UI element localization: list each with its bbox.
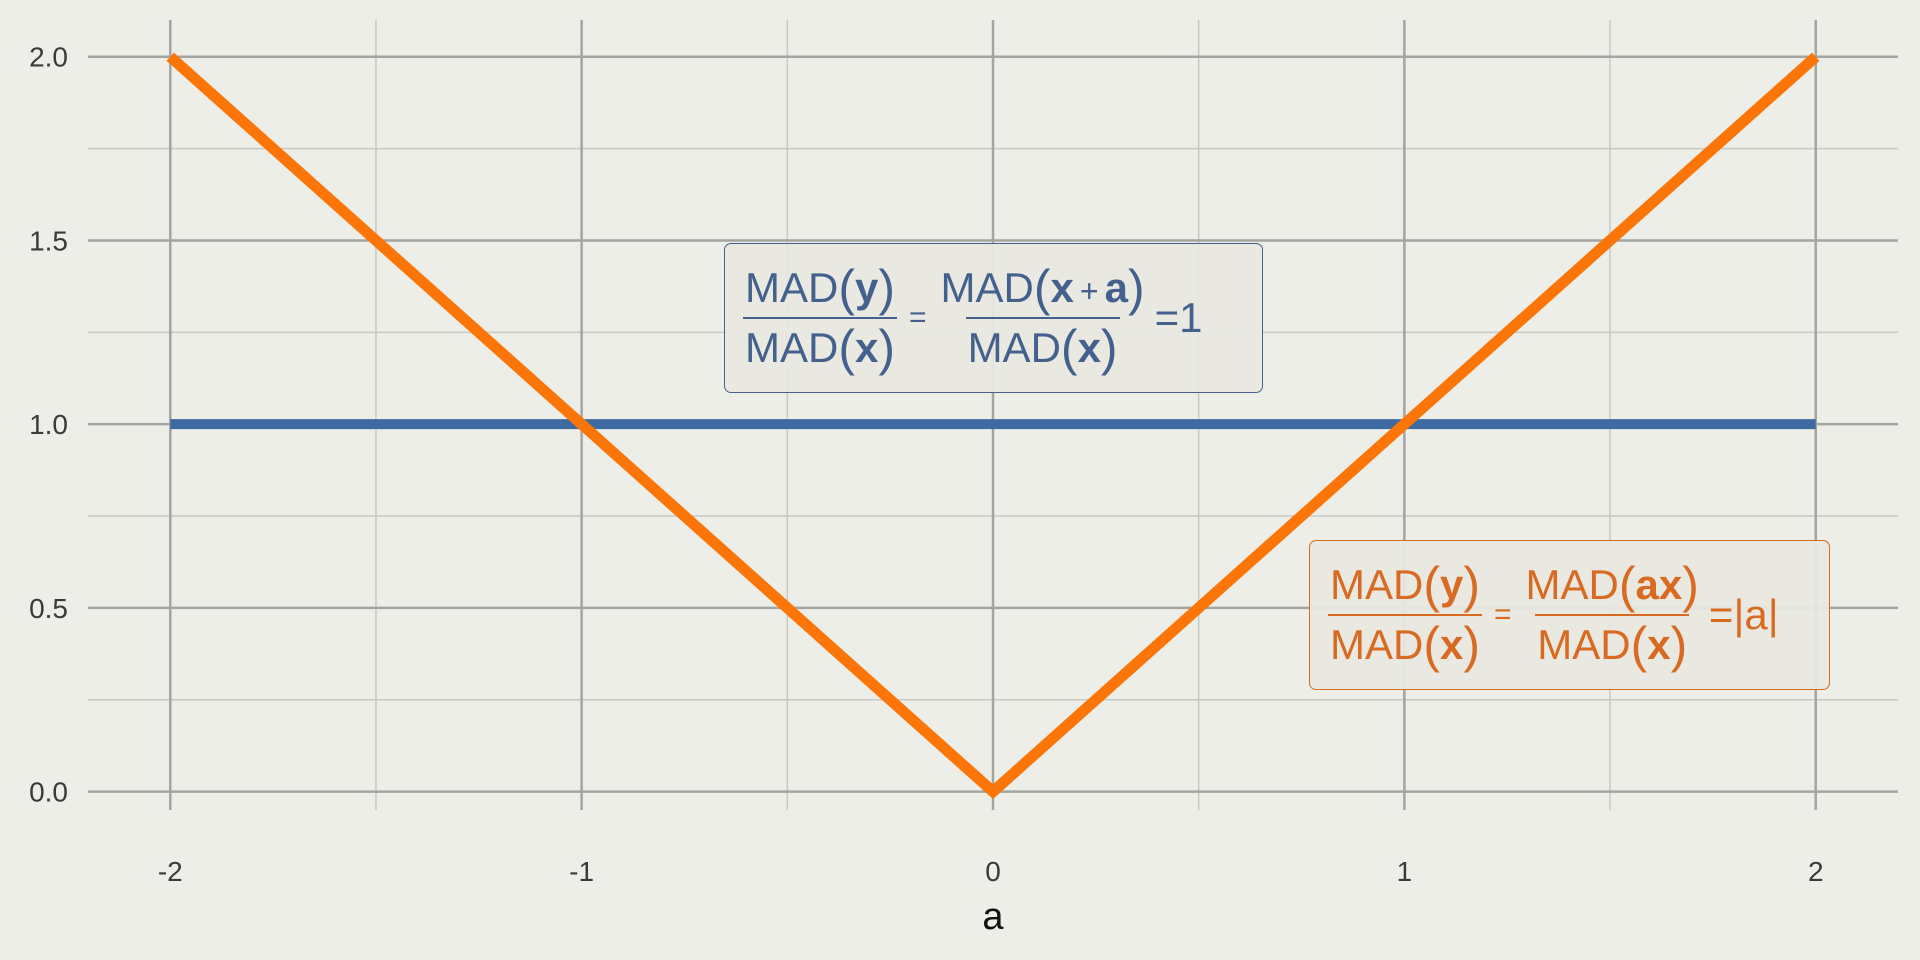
mad-label: MAD — [745, 324, 839, 371]
fraction-denominator: MAD(x) — [1535, 614, 1690, 670]
y-tick-label: 2.0 — [29, 42, 68, 73]
plus-sign: + — [1079, 273, 1099, 309]
x-tick-label: -2 — [158, 856, 183, 887]
mad-label: MAD — [1330, 621, 1424, 668]
annotation-scaling: MAD(y) MAD(x) = MAD(ax) MAD(x) =|a| — [1309, 540, 1830, 690]
tick-labels: -2 -1 0 1 2 0.0 0.5 1.0 1.5 2.0 — [29, 42, 1823, 887]
y-tick-label: 0.0 — [29, 777, 68, 808]
x-tick-label: 0 — [985, 856, 1001, 887]
mad-label: MAD — [940, 264, 1034, 311]
fraction-denominator: MAD(x) — [743, 317, 898, 373]
variable-ax: ax — [1635, 561, 1683, 608]
variable-x: x — [1050, 264, 1074, 311]
series-layer — [166, 52, 1820, 800]
fraction-left: MAD(y) MAD(x) — [743, 260, 898, 373]
fraction-right: MAD(ax) MAD(x) — [1524, 560, 1701, 670]
fraction-numerator: MAD(y) — [745, 260, 896, 316]
variable-x: x — [855, 324, 879, 371]
fraction-left: MAD(y) MAD(x) — [1328, 557, 1483, 670]
fraction-numerator: MAD(y) — [1330, 557, 1481, 613]
mad-label: MAD — [1537, 621, 1631, 668]
variable-x: x — [1647, 621, 1671, 668]
fraction-denominator: MAD(x) — [1328, 614, 1483, 670]
x-tick-label: 2 — [1808, 856, 1824, 887]
mad-label: MAD — [1330, 561, 1424, 608]
equals-sign: = — [1494, 598, 1512, 631]
x-tick-label: -1 — [569, 856, 594, 887]
fraction-numerator: MAD(ax) — [1525, 557, 1699, 613]
variable-a: a — [1104, 264, 1128, 311]
x-axis-label: a — [982, 896, 1004, 938]
y-tick-label: 1.0 — [29, 409, 68, 440]
mad-label: MAD — [1525, 561, 1619, 608]
annotation-translation: MAD(y) MAD(x) = MAD(x + a) MAD(x) =1 — [724, 243, 1263, 393]
mad-label: MAD — [967, 324, 1061, 371]
x-tick-label: 1 — [1397, 856, 1413, 887]
variable-y: y — [1440, 561, 1464, 608]
equals-sign: = — [909, 301, 927, 334]
variable-y: y — [855, 264, 879, 311]
result-value: =|a| — [1708, 591, 1779, 638]
grid — [88, 20, 1898, 810]
mad-label: MAD — [745, 264, 839, 311]
variable-x: x — [1440, 621, 1464, 668]
fraction-right: MAD(x + a) MAD(x) — [939, 263, 1147, 373]
y-tick-label: 1.5 — [29, 225, 68, 256]
series-line-1 — [166, 52, 1820, 800]
y-tick-label: 0.5 — [29, 593, 68, 624]
result-value: =1 — [1154, 294, 1203, 341]
fraction-numerator: MAD(x + a) — [940, 260, 1145, 316]
variable-x: x — [1077, 324, 1101, 371]
fraction-denominator: MAD(x) — [965, 317, 1120, 373]
